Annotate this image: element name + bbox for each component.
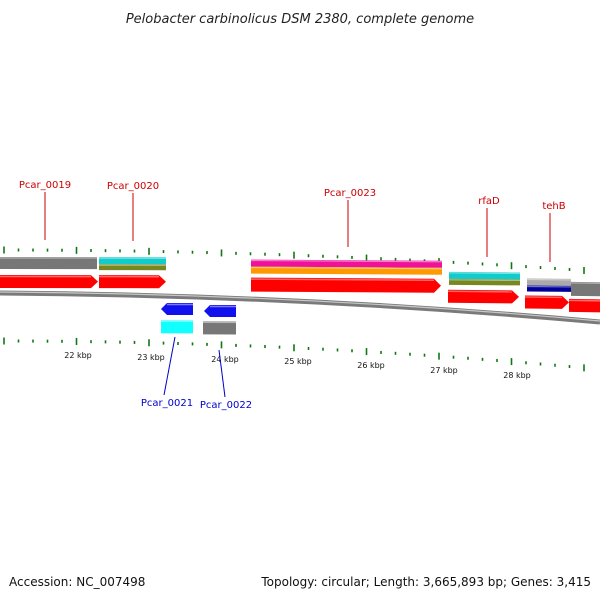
- feature-cyan-body: [99, 257, 166, 265]
- genome-backbone-highlight: [0, 291, 600, 322]
- tick-label: 22 kbp: [64, 351, 92, 360]
- feature-cyan-shine: [448, 272, 521, 275]
- gene-leader-line: [218, 349, 226, 398]
- cds-rfad: [447, 289, 519, 304]
- genome-backbone: [0, 290, 600, 325]
- tick-label: 25 kbp: [284, 357, 312, 366]
- feature-gray: [570, 281, 600, 297]
- feature-gray-body: [203, 321, 236, 335]
- feature-orange-body: [251, 266, 442, 275]
- feature-navy-body: [527, 285, 571, 292]
- cds-tehb-body: [525, 295, 569, 309]
- tick-label: 28 kbp: [503, 371, 531, 380]
- cds-pcar-0021-body: [161, 303, 193, 315]
- accession-text: Accession: NC_007498: [9, 575, 145, 589]
- feature-gray-body: [571, 281, 600, 297]
- gene-label: Pcar_0020: [107, 181, 159, 192]
- cds-rfad-body: [448, 289, 519, 304]
- genome-title: Pelobacter carbinolicus DSM 2380, comple…: [126, 12, 474, 27]
- tick-label: 26 kbp: [357, 361, 385, 370]
- gene-label: Pcar_0023: [324, 188, 376, 199]
- cds-tehb: [524, 295, 569, 309]
- feature-cyan-body: [449, 271, 520, 280]
- feature-gray: [0, 257, 98, 270]
- feature-olive: [98, 264, 167, 271]
- feature-gray-body: [0, 257, 97, 270]
- feature-olive-body: [99, 264, 166, 271]
- tick-label: 23 kbp: [137, 353, 165, 362]
- feature-olive: [448, 278, 521, 286]
- gene-labels: Pcar_0019 Pcar_0020 Pcar_0023 rfaD tehB Pcar_…: [19, 180, 566, 411]
- cds-pcar-0019-body: [0, 275, 98, 289]
- genome-summary-text: Topology: circular; Length: 3,665,893 bp…: [260, 575, 591, 589]
- cds-pcar-0023: [250, 277, 441, 293]
- feature-cyan: [98, 257, 167, 265]
- cds-next: [568, 298, 600, 313]
- feature-magenta-body: [251, 259, 442, 268]
- inner-tick-marks: [3, 337, 585, 372]
- cds-pcar-0023-shine: [250, 278, 435, 281]
- feature-olive-body: [449, 278, 520, 286]
- cds-pcar-0022-body: [204, 305, 236, 317]
- gene-label: rfaD: [478, 196, 500, 207]
- gene-leader-line: [163, 336, 176, 396]
- gene-features: [0, 257, 600, 335]
- gene-label: tehB: [542, 201, 565, 212]
- tick-labels: 22 kbp 23 kbp 24 kbp 25 kbp 26 kbp 27 kbp 28 k…: [64, 351, 531, 380]
- cds-pcar-0022: [204, 305, 236, 317]
- cds-next-body: [569, 298, 600, 313]
- feature-magenta: [250, 259, 443, 268]
- feature-magenta-shine: [250, 259, 443, 263]
- feature-navy: [526, 285, 572, 292]
- cds-pcar-0019: [0, 275, 98, 289]
- tick-label: 27 kbp: [430, 366, 458, 375]
- feature-orange: [250, 266, 443, 275]
- feature-cyan: [448, 271, 521, 280]
- feature-gray-body: [527, 278, 571, 286]
- gene-label: Pcar_0022: [200, 400, 252, 411]
- cds-pcar-0020: [98, 275, 166, 289]
- feature-aqua: [160, 320, 194, 334]
- cds-pcar-0020-body: [99, 275, 166, 289]
- gene-label: Pcar_0021: [141, 398, 193, 409]
- feature-aqua-body: [161, 320, 193, 334]
- cds-rfad-shine: [447, 290, 513, 293]
- feature-olive-shine: [448, 279, 521, 282]
- feature-gray: [202, 321, 237, 335]
- feature-gray: [526, 278, 572, 286]
- tick-label: 24 kbp: [211, 355, 239, 364]
- cds-pcar-0023-body: [251, 277, 441, 293]
- cds-pcar-0021: [161, 303, 193, 315]
- gene-label: Pcar_0019: [19, 180, 71, 191]
- feature-orange-shine: [250, 266, 443, 270]
